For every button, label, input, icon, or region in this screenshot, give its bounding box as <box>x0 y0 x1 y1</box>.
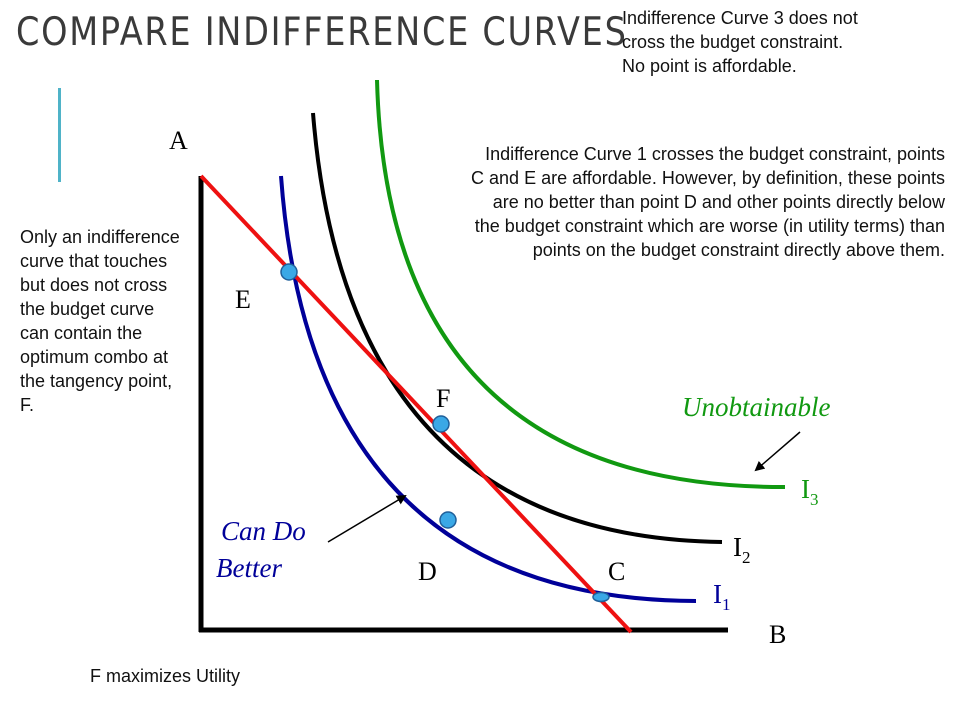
title-accent-bar <box>58 88 61 182</box>
note-f-maximizes-utility: F maximizes Utility <box>90 666 241 686</box>
slide-title: COMPARE INDIFFERENCE CURVES <box>16 10 628 55</box>
arrow-can-do-better <box>327 494 407 543</box>
curve-label-i3: I3 <box>801 474 819 509</box>
curve-label-i2: I2 <box>733 532 751 567</box>
point-d-marker <box>439 511 457 529</box>
y-axis-label: A <box>169 126 188 155</box>
point-f-marker <box>432 415 450 433</box>
budget-constraint-line <box>199 174 633 634</box>
point-c-marker <box>592 591 610 603</box>
point-d-label: D <box>418 557 437 586</box>
point-c-label: C <box>608 557 625 586</box>
annotation-better: Better <box>216 553 282 583</box>
annotation-unobtainable: Unobtainable <box>682 392 831 422</box>
annotation-can-do: Can Do <box>221 516 306 546</box>
arrow-unobtainable <box>754 431 801 472</box>
point-f-label: F <box>436 384 450 413</box>
note-tangency-optimum: Only an indifference curve that touches … <box>20 227 180 415</box>
x-axis-label: B <box>769 620 786 649</box>
indifference-curve-i3 <box>375 79 786 490</box>
indifference-curve-i2 <box>311 112 723 544</box>
point-e-label: E <box>235 285 251 314</box>
point-e-marker <box>280 263 298 281</box>
curve-label-i1: I1 <box>713 579 731 614</box>
note-indifference-curve-3: Indifference Curve 3 does not cross the … <box>622 8 858 76</box>
note-indifference-curve-1: Indifference Curve 1 crosses the budget … <box>471 144 945 260</box>
